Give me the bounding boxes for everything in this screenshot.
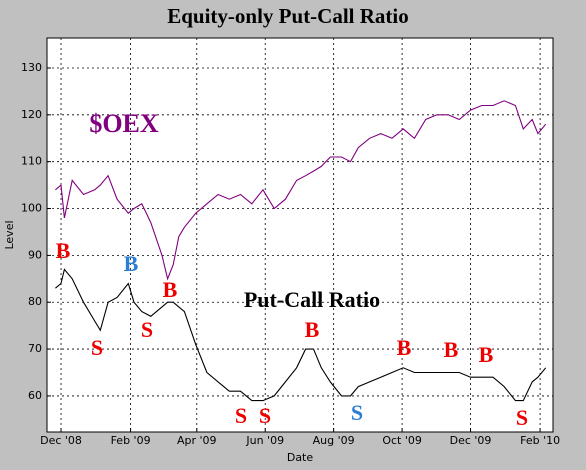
x-tick-label: Aug '09: [313, 434, 355, 447]
signal-annotation: S: [91, 335, 103, 360]
y-tick-label: 80: [28, 295, 42, 308]
signal-annotation: S: [235, 403, 247, 428]
signal-annotation: B: [163, 277, 178, 302]
signal-annotation: S: [516, 405, 528, 430]
x-tick-label: Oct '09: [382, 434, 422, 447]
y-tick-label: 130: [21, 61, 42, 74]
signal-annotation: S: [141, 317, 153, 342]
chart-title: Equity-only Put-Call Ratio: [167, 4, 409, 28]
x-tick-label: Feb '09: [111, 434, 151, 447]
signal-annotation: B: [56, 238, 71, 263]
x-tick-label: Dec '08: [40, 434, 82, 447]
series-line: [55, 268, 547, 402]
y-axis-label: Level: [3, 220, 16, 249]
signal-annotation: B: [397, 335, 412, 360]
x-tick-label: Jun '09: [245, 434, 284, 447]
y-tick-label: 90: [28, 248, 42, 261]
y-tick-label: 60: [28, 389, 42, 402]
series-label: $OEX: [89, 109, 159, 138]
x-tick-label: Feb '10: [520, 434, 560, 447]
signal-annotation: S: [259, 403, 271, 428]
signal-annotation: B: [444, 337, 459, 362]
y-tick-label: 110: [21, 155, 42, 168]
signal-annotation: B: [479, 342, 494, 367]
signal-annotation: B: [305, 317, 320, 342]
y-tick-label: 100: [21, 202, 42, 215]
series-label: Put-Call Ratio: [244, 287, 380, 312]
signal-annotation: B: [124, 251, 139, 276]
y-tick-label: 70: [28, 342, 42, 355]
x-tick-label: Apr '09: [177, 434, 217, 447]
series-line: [55, 100, 547, 281]
plot-area: [46, 37, 554, 433]
x-tick-label: Dec '09: [450, 434, 492, 447]
y-tick-label: 120: [21, 108, 42, 121]
signal-annotation: S: [351, 400, 363, 425]
x-axis-label: Date: [287, 451, 314, 464]
